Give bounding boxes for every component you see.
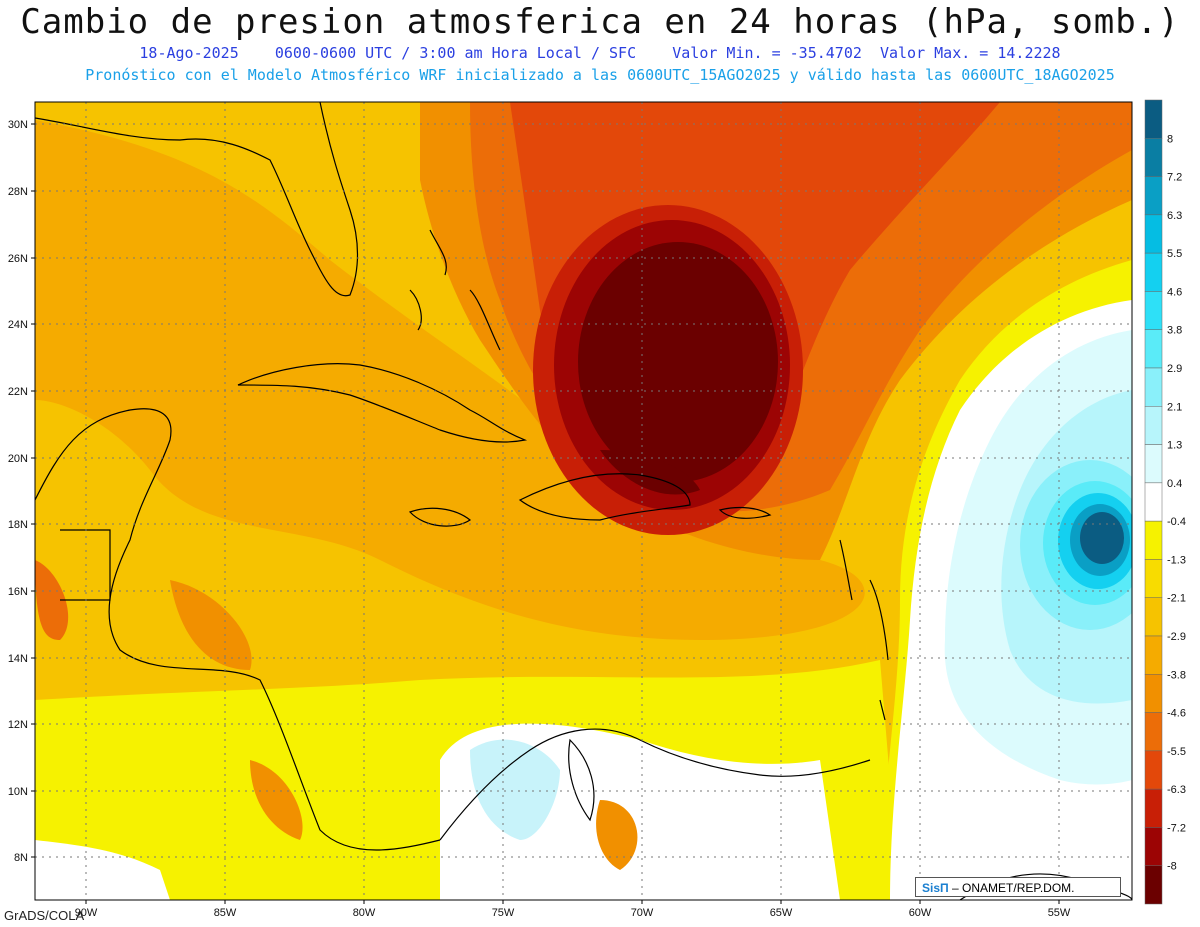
credit-box: SisΠ – ONAMET/REP.DOM. <box>915 877 1121 897</box>
lat-axis: 30N 28N 26N 24N 22N 20N 18N 16N 14N 12N … <box>8 119 35 864</box>
colorbar-swatch <box>1144 635 1163 675</box>
colorbar-label: -6.3 <box>1167 784 1186 796</box>
colorbar-label: 2.1 <box>1167 401 1182 413</box>
lat-label: 26N <box>8 253 28 265</box>
max-value-label: Valor Max. = 14.2228 <box>879 44 1061 62</box>
lat-label: 12N <box>8 719 28 731</box>
colorbar-swatch <box>1144 597 1163 637</box>
colorbar-label: -1.3 <box>1167 554 1186 566</box>
lon-label: 90W <box>75 907 98 919</box>
lat-label: 10N <box>8 786 28 798</box>
graticule <box>35 102 1132 900</box>
colorbar-label: -5.5 <box>1167 746 1186 758</box>
colorbar-swatch <box>1144 291 1163 330</box>
colorbar-label: -7.2 <box>1167 822 1186 834</box>
colorbar-label: 0.4 <box>1167 478 1182 490</box>
lat-label: 14N <box>8 653 28 665</box>
colorbar-swatch <box>1144 482 1163 522</box>
lon-label: 65W <box>770 907 793 919</box>
colorbar-swatch <box>1144 406 1163 445</box>
colorbar-swatch <box>1144 138 1163 177</box>
colorbar-label: -3.8 <box>1167 669 1186 681</box>
lon-label: 60W <box>909 907 932 919</box>
colorbar: 8 7.2 6.3 5.5 4.6 3.8 2.9 2.1 1.3 0.4 -0.4 -1.3 -2.1… <box>1144 99 1186 905</box>
colorbar-swatch <box>1144 214 1163 254</box>
colorbar-swatch <box>1144 827 1163 866</box>
min-value-label: Valor Min. = -35.4702 <box>672 44 862 62</box>
colorbar-label: 2.9 <box>1167 363 1182 375</box>
lat-label: 18N <box>8 519 28 531</box>
shaded-field <box>35 102 1132 900</box>
colorbar-label: 6.3 <box>1167 210 1182 222</box>
colorbar-label: 7.2 <box>1167 172 1182 184</box>
lat-label: 24N <box>8 319 28 331</box>
colorbar-label: -8 <box>1167 861 1177 873</box>
colorbar-swatch <box>1144 750 1163 790</box>
forecast-note: Pronóstico con el Modelo Atmosférico WRF… <box>85 66 1115 84</box>
lon-label: 80W <box>353 907 376 919</box>
colorbar-swatch <box>1144 329 1163 369</box>
lat-label: 22N <box>8 386 28 398</box>
colorbar-swatch <box>1144 176 1163 216</box>
credit-org: – ONAMET/REP.DOM. <box>952 881 1075 895</box>
subtitle-line: 18-Ago-2025 0600-0600 UTC / 3:00 am Hora… <box>0 44 1200 62</box>
colorbar-swatch <box>1144 712 1163 752</box>
lon-axis: 90W 85W 80W 75W 70W 65W 60W 55W <box>75 900 1071 919</box>
colorbar-label: 1.3 <box>1167 440 1182 452</box>
date-label: 18-Ago-2025 <box>139 44 239 62</box>
colorbar-swatch <box>1144 367 1163 407</box>
lat-label: 28N <box>8 186 28 198</box>
colorbar-label: -0.4 <box>1167 516 1186 528</box>
colorbar-label: -2.9 <box>1167 631 1186 643</box>
lat-label: 20N <box>8 453 28 465</box>
lat-label: 16N <box>8 586 28 598</box>
colorbar-swatch <box>1144 788 1163 828</box>
colorbar-label: -4.6 <box>1167 708 1186 720</box>
lat-label: 30N <box>8 119 28 131</box>
colorbar-label: 8 <box>1167 133 1173 145</box>
colorbar-swatch <box>1144 865 1163 905</box>
time-label: 0600-0600 UTC / 3:00 am Hora Local / SFC <box>274 44 637 62</box>
lon-label: 55W <box>1048 907 1071 919</box>
lat-label: 8N <box>14 852 28 864</box>
colorbar-swatch <box>1144 444 1163 484</box>
colorbar-swatch <box>1144 559 1163 598</box>
lon-label: 75W <box>492 907 515 919</box>
colorbar-swatch <box>1144 674 1163 713</box>
plot-frame <box>34 101 1133 901</box>
colorbar-label: 4.6 <box>1167 286 1182 298</box>
credit-brand: SisΠ <box>922 881 949 895</box>
lon-label: 85W <box>214 907 237 919</box>
coastlines <box>35 102 1132 900</box>
colorbar-label: -2.1 <box>1167 593 1186 605</box>
colorbar-swatch <box>1144 99 1163 139</box>
colorbar-swatch <box>1144 520 1163 560</box>
colorbar-label: 3.8 <box>1167 325 1182 337</box>
map-title: Cambio de presion atmosferica en 24 hora… <box>20 2 1180 42</box>
colorbar-swatch <box>1144 252 1163 292</box>
software-label: GrADS/COLA <box>4 908 85 923</box>
lon-label: 70W <box>631 907 654 919</box>
colorbar-label: 5.5 <box>1167 248 1182 260</box>
